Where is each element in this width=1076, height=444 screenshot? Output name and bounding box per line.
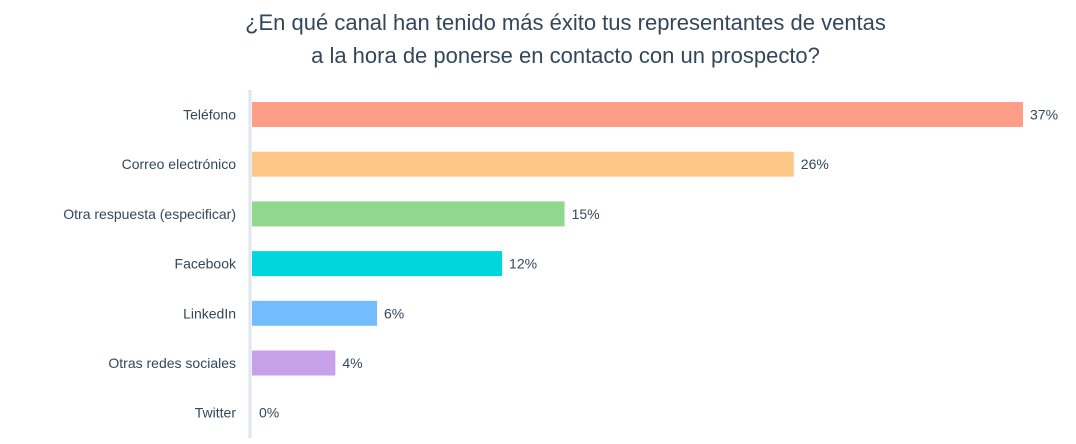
category-label: Otras redes sociales xyxy=(108,355,236,371)
data-label: 6% xyxy=(384,305,404,321)
category-label: Twitter xyxy=(195,405,237,421)
chart-title: ¿En qué canal han tenido más éxito tus r… xyxy=(0,6,1076,72)
data-label: 0% xyxy=(259,405,279,421)
data-label: 15% xyxy=(572,206,600,222)
data-label: 12% xyxy=(509,256,537,272)
chart-title-line-1: ¿En qué canal han tenido más éxito tus r… xyxy=(245,10,886,35)
data-label: 4% xyxy=(342,355,362,371)
bar xyxy=(252,201,565,227)
category-label: Otra respuesta (especificar) xyxy=(63,206,236,222)
bar xyxy=(252,350,336,376)
data-label: 26% xyxy=(801,156,829,172)
chart-title-line-2: a la hora de ponerse en contacto con un … xyxy=(311,43,820,68)
data-label: 37% xyxy=(1030,107,1058,123)
bar xyxy=(252,300,378,326)
bar xyxy=(252,151,794,177)
bar xyxy=(252,251,503,277)
category-label: Correo electrónico xyxy=(122,156,237,172)
category-label: Facebook xyxy=(175,256,237,272)
bar xyxy=(252,102,1023,127)
category-label: LinkedIn xyxy=(183,305,236,321)
category-label: Teléfono xyxy=(183,107,236,123)
